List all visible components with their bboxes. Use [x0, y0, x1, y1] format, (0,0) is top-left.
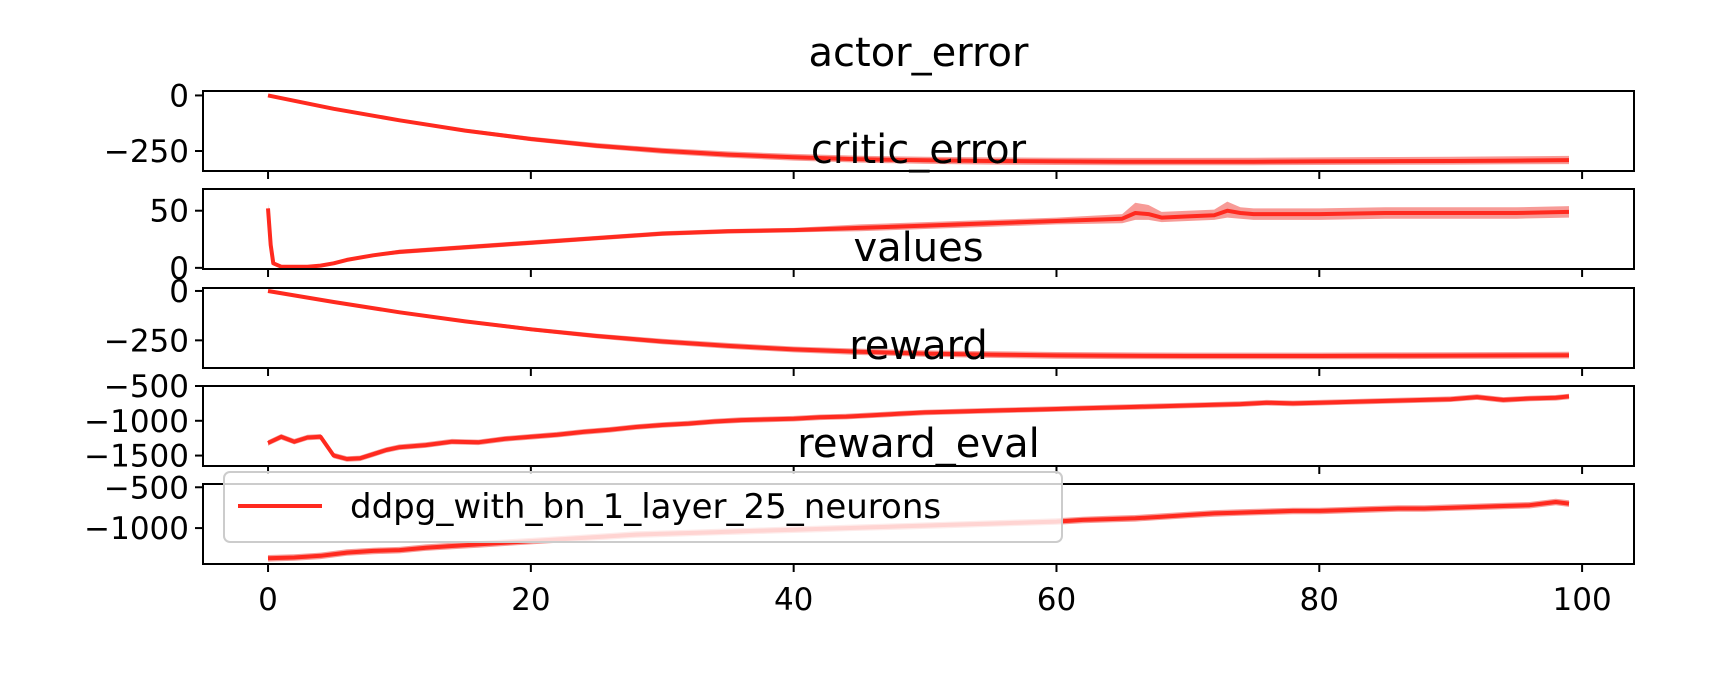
series-line-reward: [267, 394, 1570, 461]
y-tick-label: −1000: [84, 511, 189, 547]
y-tick-label: −500: [104, 369, 189, 405]
legend-label: ddpg_with_bn_1_layer_25_neurons: [350, 487, 941, 527]
x-tick-label: 100: [1553, 582, 1612, 618]
subplot-reward: −500−1000−1500 reward: [84, 323, 1635, 475]
subplot-title: values: [853, 225, 983, 271]
y-tick-label: 50: [150, 194, 189, 230]
subplot-title: reward: [849, 323, 988, 369]
y-tick-label: −250: [104, 134, 189, 170]
subplot-actor-error: 0 −250 actor_error: [104, 30, 1635, 179]
y-tick-label: −500: [104, 470, 189, 506]
series-band-critic-error: [268, 201, 1569, 268]
legend-frame: [223, 471, 1063, 543]
axes-frame: [202, 90, 1635, 172]
subplot-title: critic_error: [811, 127, 1027, 173]
x-tick-label: 20: [511, 582, 550, 618]
y-tick-label: 0: [169, 78, 189, 114]
x-tick-label: 0: [258, 582, 278, 618]
series-line-actor-error: [267, 93, 1570, 164]
subplot-title: reward_eval: [797, 421, 1039, 467]
axes-frame: [202, 188, 1635, 270]
subplot-title: actor_error: [809, 30, 1029, 76]
y-tick-label: −1500: [84, 439, 189, 475]
shared-x-axis: 0 20 40 60 80 100: [258, 582, 1612, 618]
subplot-reward-eval: −500 −1000 reward_eval: [84, 421, 1635, 572]
series-line-critic-error: [266, 208, 1570, 269]
x-tick-label: 60: [1037, 582, 1076, 618]
y-tick-label: 0: [169, 251, 189, 287]
axes-frame: [202, 287, 1635, 369]
subplot-critic-error: 50 0 critic_error: [150, 127, 1635, 287]
legend: ddpg_with_bn_1_layer_25_neurons: [223, 471, 1063, 543]
x-tick-label: 80: [1300, 582, 1339, 618]
subplot-values: 0 −250 values: [104, 225, 1635, 376]
subplot-stack: 0 −250 actor_error 50 0 critic_error 0 −250 valu…: [84, 30, 1635, 572]
series-line-values: [267, 289, 1570, 358]
axes-frame: [202, 385, 1635, 467]
y-tick-label: −250: [104, 323, 189, 359]
series-band-actor-error: [268, 95, 1569, 166]
x-tick-label: 40: [774, 582, 813, 618]
y-tick-label: 0: [169, 274, 189, 310]
series-band-values: [268, 290, 1569, 360]
y-tick-label: −1000: [84, 404, 189, 440]
